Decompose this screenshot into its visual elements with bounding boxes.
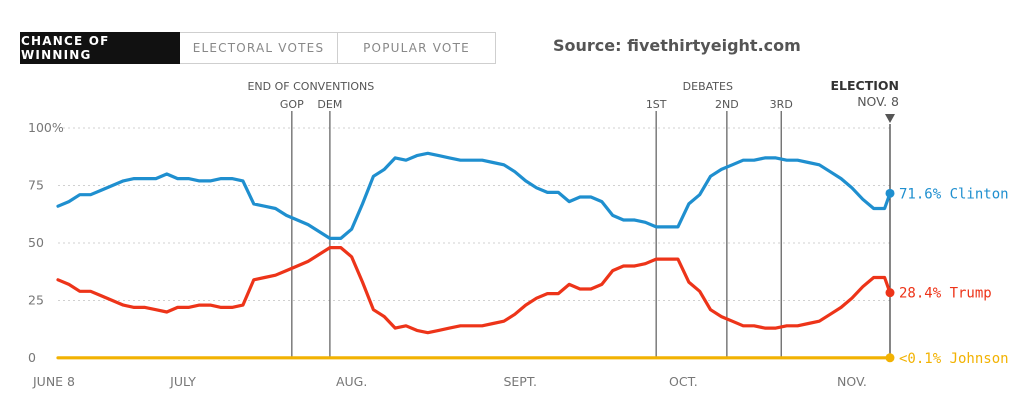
x-tick-label: JUNE 8 bbox=[32, 374, 75, 389]
event-label: GOP bbox=[280, 98, 304, 111]
election-date-label: NOV. 8 bbox=[857, 94, 899, 109]
election-marker-icon bbox=[885, 114, 895, 123]
election-label: ELECTION bbox=[831, 78, 899, 93]
y-tick-label: 50 bbox=[28, 235, 44, 250]
johnson-end-point bbox=[885, 353, 895, 363]
y-tick-label: 0 bbox=[28, 350, 36, 365]
event-group-label: DEBATES bbox=[683, 80, 733, 93]
event-label: DEM bbox=[317, 98, 342, 111]
event-label: 3RD bbox=[770, 98, 793, 111]
trump-end-point bbox=[885, 288, 895, 298]
x-tick-label: SEPT. bbox=[503, 374, 537, 389]
tab-electoral-votes[interactable]: ELECTORAL VOTES bbox=[180, 32, 338, 64]
x-tick-label: OCT. bbox=[669, 374, 698, 389]
source-caption: Source: fivethirtyeight.com bbox=[553, 36, 801, 55]
event-group-label: END OF CONVENTIONS bbox=[247, 80, 374, 93]
clinton-end-label: 71.6% Clinton bbox=[899, 186, 1009, 202]
clinton-end-point bbox=[885, 188, 895, 198]
tab-popular-vote[interactable]: POPULAR VOTE bbox=[338, 32, 496, 64]
y-tick-label: 100% bbox=[28, 120, 64, 135]
trump-end-label: 28.4% Trump bbox=[899, 286, 992, 302]
x-tick-label: NOV. bbox=[837, 374, 867, 389]
y-tick-label: 75 bbox=[28, 178, 44, 193]
trump-series-line bbox=[56, 246, 892, 335]
event-label: 1ST bbox=[646, 98, 667, 111]
y-tick-label: 25 bbox=[28, 293, 44, 308]
johnson-end-label: <0.1% Johnson bbox=[899, 351, 1009, 367]
tab-chance-of-winning[interactable]: CHANCE OF WINNING bbox=[20, 32, 180, 64]
chart-tabs: CHANCE OF WINNING ELECTORAL VOTES POPULA… bbox=[20, 32, 496, 64]
event-label: 2ND bbox=[715, 98, 739, 111]
clinton-series-line bbox=[56, 151, 892, 240]
x-tick-label: JULY bbox=[169, 374, 196, 389]
x-tick-label: AUG. bbox=[336, 374, 367, 389]
